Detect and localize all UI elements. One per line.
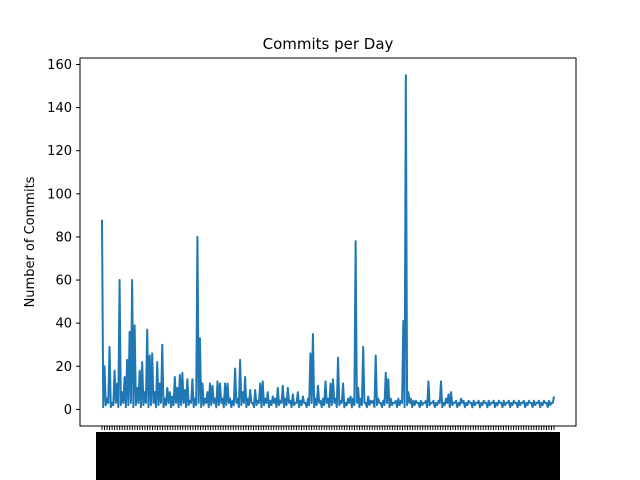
y-tick-label: 120 [47, 144, 72, 159]
chart-title: Commits per Day [263, 35, 394, 53]
y-axis-label: Number of Commits [23, 176, 38, 307]
x-tick-label-mass [96, 432, 560, 480]
y-tick-label: 40 [55, 317, 72, 332]
y-tick-label: 80 [55, 230, 72, 245]
y-tick-label: 20 [55, 360, 72, 375]
y-tick-label: 160 [47, 58, 72, 73]
y-tick-label: 100 [47, 187, 72, 202]
y-tick-label: 140 [47, 101, 72, 116]
y-tick-label: 60 [55, 274, 72, 289]
y-tick-label: 0 [64, 403, 72, 418]
